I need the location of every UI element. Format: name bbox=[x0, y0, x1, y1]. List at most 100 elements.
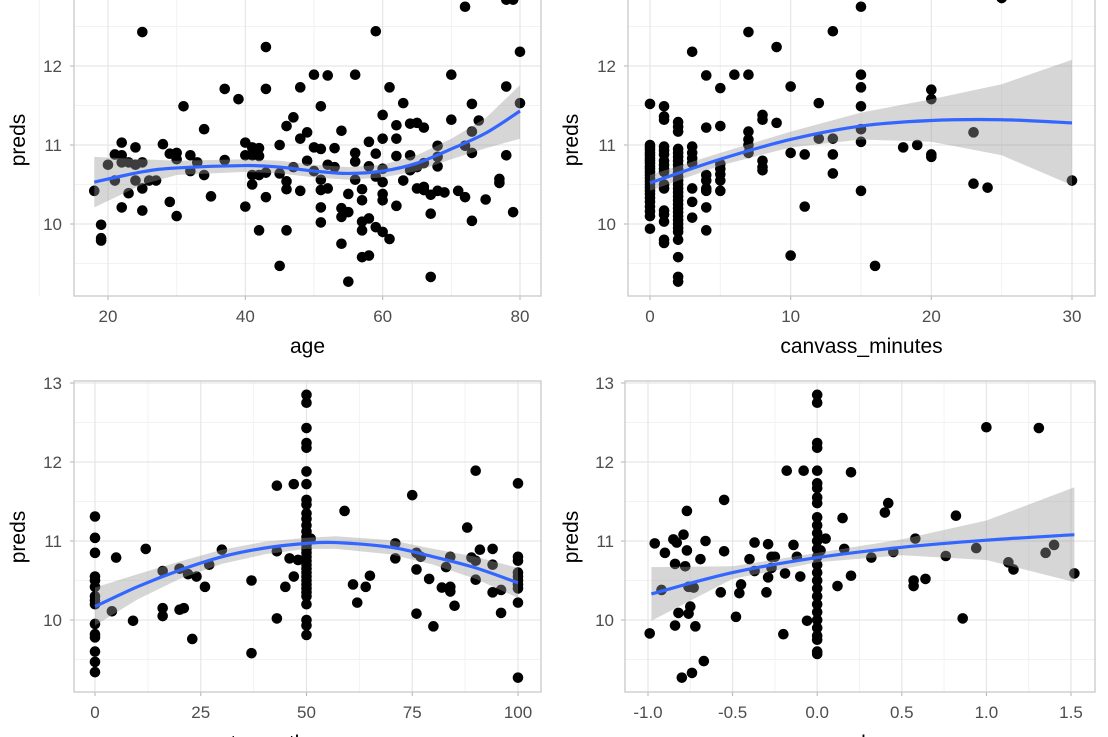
x-tick-label: -1.0 bbox=[633, 703, 662, 722]
y-tick-label: 12 bbox=[597, 57, 616, 76]
data-point bbox=[970, 542, 982, 554]
data-point bbox=[761, 587, 772, 598]
data-point bbox=[294, 82, 306, 93]
data-point bbox=[715, 587, 727, 598]
data-point bbox=[801, 615, 813, 627]
data-point bbox=[757, 164, 768, 176]
data-point bbox=[700, 225, 712, 236]
data-point bbox=[280, 581, 291, 593]
data-point bbox=[182, 568, 194, 580]
data-point bbox=[281, 176, 292, 187]
data-point bbox=[459, 191, 471, 203]
data-point bbox=[672, 126, 684, 137]
data-point bbox=[178, 602, 190, 614]
data-point bbox=[866, 552, 877, 563]
data-point bbox=[356, 225, 368, 236]
data-point bbox=[356, 195, 368, 206]
data-point bbox=[171, 153, 182, 165]
data-point bbox=[123, 187, 134, 199]
data-point bbox=[185, 149, 196, 161]
data-point bbox=[301, 598, 312, 610]
data-point bbox=[294, 133, 306, 144]
data-point bbox=[811, 648, 823, 660]
data-point bbox=[811, 519, 823, 531]
data-point bbox=[827, 133, 839, 144]
data-point bbox=[827, 25, 839, 37]
data-point bbox=[439, 187, 450, 198]
x-tick-label: 80 bbox=[511, 307, 530, 326]
data-point bbox=[649, 538, 661, 549]
data-point bbox=[785, 81, 796, 92]
data-point bbox=[140, 543, 152, 555]
data-point bbox=[735, 579, 747, 590]
data-point bbox=[315, 100, 327, 112]
data-point bbox=[686, 46, 698, 58]
data-point bbox=[744, 553, 755, 565]
data-point bbox=[466, 147, 478, 159]
data-point bbox=[445, 586, 456, 597]
data-point bbox=[815, 545, 826, 556]
data-point bbox=[253, 150, 265, 162]
x-tick-label: 20 bbox=[99, 307, 118, 326]
y-axis-title: preds bbox=[7, 114, 30, 167]
data-point bbox=[495, 607, 507, 619]
data-point bbox=[466, 215, 478, 227]
data-point bbox=[363, 161, 375, 172]
data-point bbox=[500, 81, 512, 92]
data-point bbox=[879, 507, 891, 518]
data-point bbox=[351, 597, 363, 608]
data-point bbox=[391, 119, 402, 131]
data-point bbox=[715, 185, 726, 197]
data-point bbox=[253, 225, 265, 236]
data-point bbox=[686, 157, 698, 169]
smooth-line bbox=[94, 540, 519, 609]
data-point bbox=[343, 206, 354, 218]
data-point bbox=[137, 157, 148, 168]
data-point bbox=[1040, 547, 1051, 559]
data-point bbox=[644, 223, 656, 235]
data-point bbox=[198, 169, 210, 181]
data-point bbox=[811, 535, 823, 547]
data-point bbox=[855, 100, 867, 112]
data-point bbox=[432, 161, 443, 172]
data-point bbox=[688, 582, 699, 593]
y-axis-title: preds bbox=[560, 114, 583, 167]
data-point bbox=[260, 41, 272, 53]
data-point bbox=[686, 183, 698, 194]
x-axis-title: trans_therm_pre bbox=[230, 732, 384, 737]
data-point bbox=[356, 183, 368, 195]
data-point bbox=[233, 93, 244, 105]
data-point bbox=[811, 622, 823, 634]
data-point bbox=[897, 142, 909, 153]
data-point bbox=[926, 151, 937, 163]
data-point bbox=[377, 176, 388, 188]
data-point bbox=[982, 182, 993, 193]
data-point bbox=[855, 1, 867, 13]
data-point bbox=[659, 547, 671, 559]
data-point bbox=[459, 1, 471, 13]
data-point bbox=[1048, 539, 1060, 551]
data-point bbox=[425, 208, 437, 220]
data-point bbox=[512, 555, 524, 567]
data-point bbox=[260, 167, 272, 178]
data-point bbox=[116, 137, 128, 148]
data-point bbox=[157, 565, 168, 577]
data-point bbox=[480, 194, 491, 205]
data-point bbox=[686, 667, 698, 679]
data-point bbox=[301, 620, 312, 631]
data-point bbox=[186, 633, 198, 645]
data-point bbox=[449, 600, 460, 612]
data-point bbox=[89, 581, 101, 593]
confidence-band bbox=[95, 536, 518, 626]
y-axis-title: preds bbox=[7, 511, 30, 564]
data-point bbox=[669, 620, 681, 631]
data-point bbox=[798, 465, 809, 476]
data-point bbox=[274, 168, 285, 179]
data-point bbox=[940, 550, 952, 562]
data-point bbox=[284, 553, 295, 564]
data-point bbox=[950, 510, 962, 522]
confidence-band bbox=[651, 487, 1075, 621]
y-tick-label: 11 bbox=[598, 136, 616, 155]
data-point bbox=[1066, 175, 1078, 186]
data-point bbox=[470, 574, 482, 586]
